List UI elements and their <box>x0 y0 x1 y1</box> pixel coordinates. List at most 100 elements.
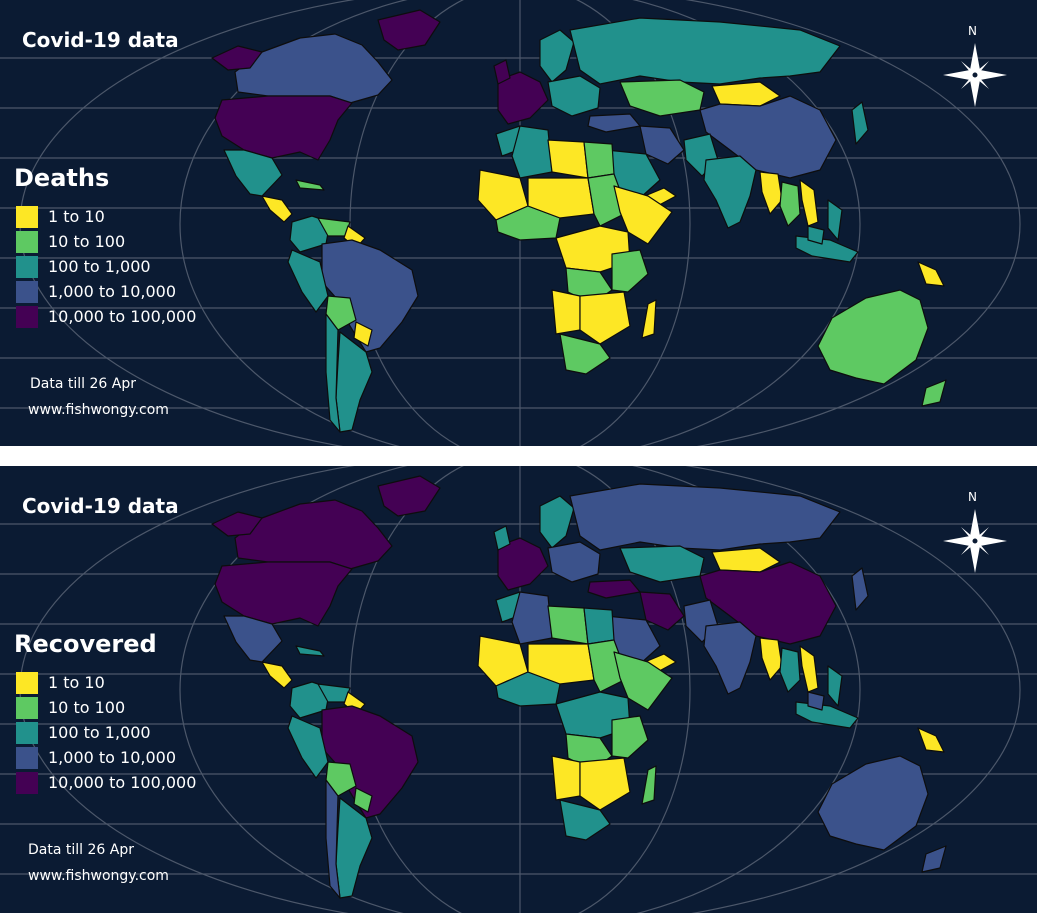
country-new-zealand <box>921 845 947 873</box>
deaths-map-panel: Covid-19 data Deaths 1 to 10 10 to 100 1… <box>0 0 1037 446</box>
source-url: www.fishwongy.com <box>28 402 169 418</box>
country-paraguay <box>353 787 373 813</box>
country-peru <box>287 715 329 779</box>
legend-label: 10,000 to 100,000 <box>48 773 197 792</box>
legend-swatch <box>16 771 38 794</box>
country-madagascar <box>641 765 657 805</box>
country-china <box>699 95 837 179</box>
recovered-world-map <box>0 466 1037 913</box>
legend-label: 1,000 to 10,000 <box>48 282 177 301</box>
country-central-america <box>261 661 293 689</box>
country-kazakhstan <box>619 79 705 117</box>
countries <box>211 475 947 899</box>
country-australia <box>817 755 929 851</box>
country-malaysia <box>807 225 825 245</box>
legend-label: 100 to 1,000 <box>48 257 151 276</box>
map-title: Covid-19 data <box>22 28 179 52</box>
country-caribbean <box>295 645 325 657</box>
countries <box>211 9 947 433</box>
legend-item: 1 to 10 <box>16 670 196 695</box>
legend-swatch <box>16 205 38 228</box>
country-thailand <box>779 647 801 693</box>
country-caribbean <box>295 179 325 191</box>
country-russia <box>569 483 841 551</box>
country-myanmar <box>759 171 783 215</box>
country-indonesia <box>795 235 859 263</box>
country-malaysia <box>807 691 825 711</box>
country-greenland <box>377 9 441 51</box>
country-scandinavia <box>539 495 575 549</box>
country-bolivia <box>325 295 357 331</box>
country-indonesia <box>795 701 859 729</box>
country-southern-africa <box>579 757 631 811</box>
country-kazakhstan <box>619 545 705 583</box>
country-thailand <box>779 181 801 227</box>
legend-item: 100 to 1,000 <box>16 254 196 279</box>
legend-item: 10,000 to 100,000 <box>16 770 196 795</box>
legend-swatch <box>16 255 38 278</box>
country-angola <box>551 289 581 335</box>
legend-item: 10 to 100 <box>16 695 196 720</box>
country-algeria <box>511 125 553 179</box>
legend: 1 to 10 10 to 100 100 to 1,000 1,000 to … <box>16 670 196 795</box>
country-central-america <box>261 195 293 223</box>
country-ethiopia-somalia <box>613 185 673 245</box>
country-vietnam <box>799 179 819 227</box>
country-eastern-europe <box>547 541 601 583</box>
country-turkey <box>587 579 641 599</box>
country-algeria <box>511 591 553 645</box>
country-usa <box>214 95 353 161</box>
legend-swatch <box>16 230 38 253</box>
country-peru <box>287 249 329 313</box>
country-east-africa <box>611 715 649 759</box>
compass-rose-icon <box>943 509 1007 573</box>
country-chile <box>325 779 341 899</box>
legend: 1 to 10 10 to 100 100 to 1,000 1,000 to … <box>16 204 196 329</box>
country-uk <box>493 525 511 551</box>
country-niger-chad <box>527 177 595 219</box>
legend-swatch <box>16 280 38 303</box>
country-east-africa <box>611 249 649 293</box>
country-png <box>917 727 945 753</box>
data-date-note: Data till 26 Apr <box>28 842 134 858</box>
legend-item: 10 to 100 <box>16 229 196 254</box>
legend-item: 1 to 10 <box>16 204 196 229</box>
country-japan <box>851 567 869 611</box>
country-egypt <box>583 141 615 179</box>
country-western-europe <box>497 71 549 125</box>
country-argentina <box>335 331 373 433</box>
country-myanmar <box>759 637 783 681</box>
country-egypt <box>583 607 615 645</box>
country-alaska <box>211 45 263 71</box>
country-alaska <box>211 511 263 537</box>
legend-swatch <box>16 721 38 744</box>
legend-label: 1 to 10 <box>48 207 105 226</box>
country-india <box>703 155 757 229</box>
legend-label: 10 to 100 <box>48 698 126 717</box>
legend-item: 1,000 to 10,000 <box>16 279 196 304</box>
legend-title: Deaths <box>14 164 110 192</box>
legend-swatch <box>16 746 38 769</box>
country-ethiopia-somalia <box>613 651 673 711</box>
country-iran <box>639 591 685 631</box>
country-madagascar <box>641 299 657 339</box>
legend-swatch <box>16 696 38 719</box>
country-chile <box>325 313 341 433</box>
country-mongolia <box>711 547 781 573</box>
country-paraguay <box>353 321 373 347</box>
country-russia <box>569 17 841 85</box>
map-title: Covid-19 data <box>22 494 179 518</box>
country-usa <box>214 561 353 627</box>
country-australia <box>817 289 929 385</box>
legend-label: 10 to 100 <box>48 232 126 251</box>
country-mexico <box>223 149 283 197</box>
country-new-zealand <box>921 379 947 407</box>
country-libya <box>547 139 589 179</box>
country-bolivia <box>325 761 357 797</box>
country-south-africa <box>559 333 611 375</box>
country-western-europe <box>497 537 549 591</box>
legend-item: 100 to 1,000 <box>16 720 196 745</box>
country-angola <box>551 755 581 801</box>
legend-label: 10,000 to 100,000 <box>48 307 197 326</box>
deaths-world-map <box>0 0 1037 446</box>
